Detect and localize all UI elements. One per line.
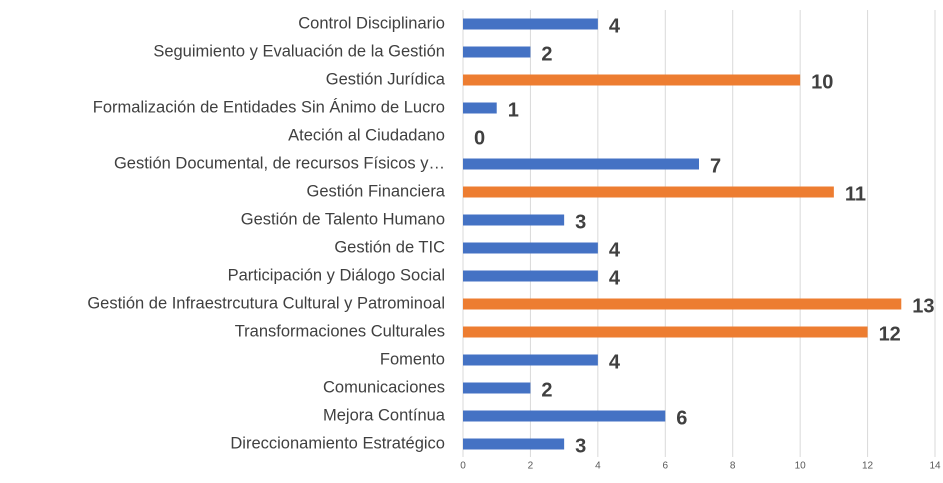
- value-label: 4: [609, 239, 621, 261]
- y-tick-label: Participación y Diálogo Social: [228, 266, 445, 284]
- y-tick-label: Gestión Documental, de recursos Físicos …: [114, 154, 445, 172]
- value-label: 7: [710, 155, 721, 177]
- bar: [463, 382, 531, 394]
- value-label: 3: [575, 435, 586, 457]
- bar: [463, 158, 699, 170]
- value-label: 10: [811, 71, 833, 93]
- bar: [463, 298, 902, 310]
- y-tick-label: Ateción al Ciudadano: [288, 126, 445, 144]
- value-label: 0: [474, 127, 485, 149]
- value-label: 2: [541, 379, 552, 401]
- y-tick-label: Gestión Financiera: [307, 182, 446, 200]
- bar: [463, 214, 565, 226]
- x-tick-label: 10: [795, 461, 807, 472]
- y-tick-label: Formalización de Entidades Sin Ánimo de …: [93, 97, 445, 116]
- y-tick-label: Gestión de Infraestrcutura Cultural y Pa…: [87, 294, 445, 312]
- x-tick-label: 12: [862, 461, 874, 472]
- bar: [463, 74, 801, 86]
- x-tick-label: 14: [929, 461, 941, 472]
- bar: [463, 102, 497, 114]
- value-label: 4: [609, 351, 621, 373]
- value-label: 11: [845, 183, 866, 205]
- value-label: 4: [609, 267, 621, 289]
- bar: [463, 186, 834, 198]
- value-label: 6: [676, 407, 687, 429]
- value-label: 1: [508, 99, 519, 121]
- bar: [463, 410, 666, 422]
- bar: [463, 326, 868, 338]
- y-tick-label: Gestión de TIC: [334, 238, 445, 256]
- x-tick-label: 8: [730, 461, 736, 472]
- bar: [463, 270, 598, 282]
- value-label: 3: [575, 211, 586, 233]
- y-tick-label: Direccionamiento Estratégico: [230, 434, 445, 452]
- x-tick-label: 6: [663, 461, 669, 472]
- value-label: 4: [609, 15, 621, 37]
- value-label: 12: [879, 323, 901, 345]
- y-tick-label: Mejora Contínua: [323, 406, 446, 424]
- bar: [463, 46, 531, 58]
- x-tick-label: 2: [528, 461, 534, 472]
- y-tick-label: Gestión Jurídica: [326, 70, 446, 88]
- y-tick-label: Gestión de Talento Humano: [241, 210, 445, 228]
- value-label: 2: [541, 43, 552, 65]
- bar: [463, 18, 598, 30]
- bar: [463, 242, 598, 254]
- value-label: 13: [912, 295, 934, 317]
- y-tick-label: Control Disciplinario: [298, 14, 445, 32]
- x-tick-label: 4: [595, 461, 601, 472]
- y-tick-label: Comunicaciones: [323, 378, 445, 396]
- bar: [463, 354, 598, 366]
- y-tick-label: Seguimiento y Evaluación de la Gestión: [153, 42, 445, 60]
- y-tick-label: Transformaciones Culturales: [235, 322, 445, 340]
- bar: [463, 438, 565, 450]
- x-tick-label: 0: [460, 461, 466, 472]
- y-tick-label: Fomento: [380, 350, 445, 368]
